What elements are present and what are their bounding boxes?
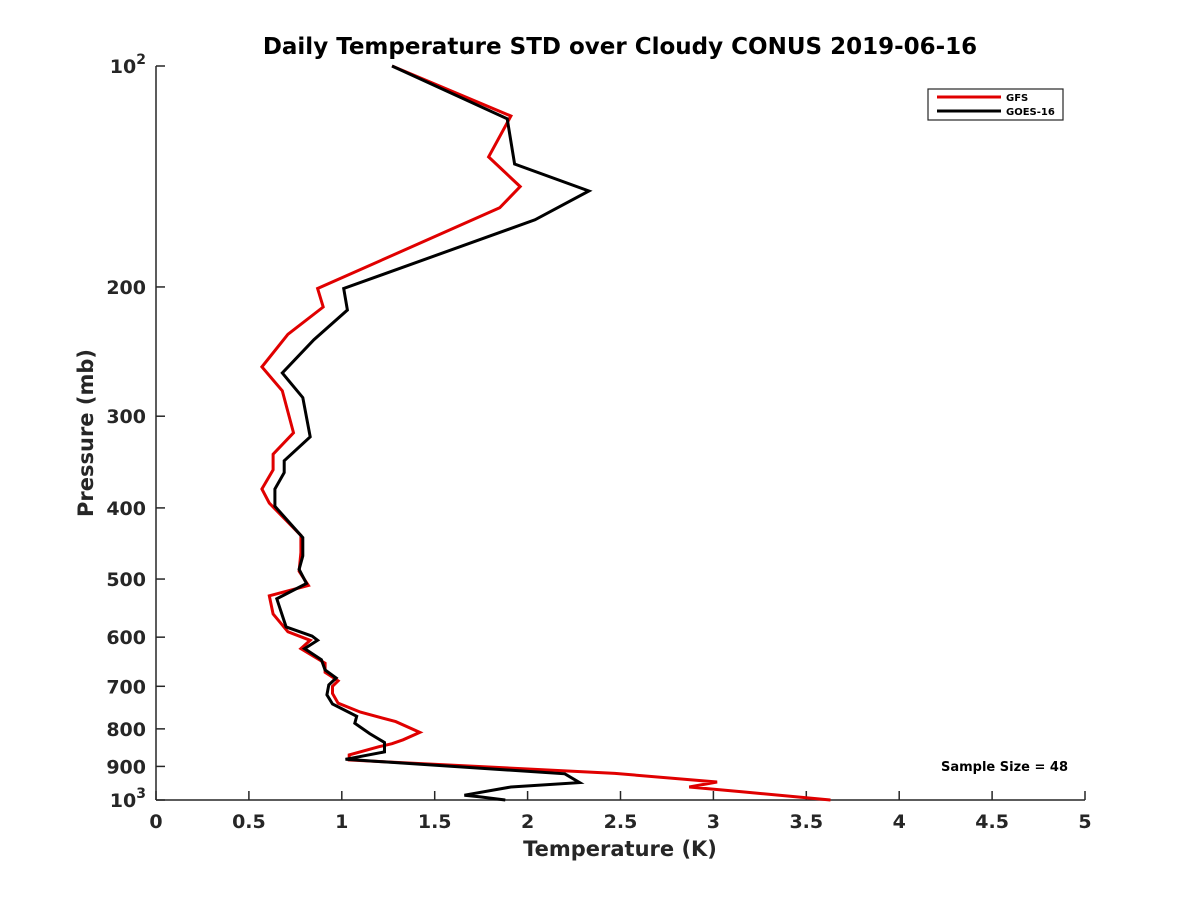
x-tick-label: 0 <box>149 811 162 833</box>
y-tick-label-base: 700 <box>106 676 146 698</box>
y-tick-label: 102 <box>110 52 146 78</box>
y-tick-label-base: 10 <box>110 56 136 78</box>
y-tick-label-base: 600 <box>106 627 146 649</box>
legend: GFS GOES-16 <box>927 88 1064 121</box>
plot-frame <box>155 66 1085 801</box>
y-tick-label: 400 <box>106 498 146 520</box>
y-tick-label-base: 900 <box>106 756 146 778</box>
x-tick-label: 4 <box>893 811 906 833</box>
y-tick-label: 700 <box>106 676 146 698</box>
x-tick-label: 2 <box>521 811 534 833</box>
x-axis-ticks: 0 0.5 1 1.5 2 2.5 3 3.5 4 4.5 5 <box>149 791 1092 833</box>
series-layer <box>259 64 831 802</box>
y-tick-label: 800 <box>106 719 146 741</box>
y-tick-label-exponent: 3 <box>136 786 146 802</box>
y-tick-label: 103 <box>110 786 146 812</box>
y-axis-title: Pressure (mb) <box>74 349 98 517</box>
y-tick-label-base: 800 <box>106 719 146 741</box>
y-tick-label: 300 <box>106 406 146 428</box>
series-line-gfs <box>259 64 831 802</box>
x-tick-label: 0.5 <box>232 811 266 833</box>
y-tick-label: 200 <box>106 277 146 299</box>
x-tick-label: 3 <box>707 811 720 833</box>
x-tick-label: 2.5 <box>604 811 638 833</box>
legend-label: GFS <box>1006 93 1028 104</box>
legend-box <box>927 88 1064 121</box>
y-tick-label-exponent: 2 <box>136 52 146 68</box>
y-tick-label-base: 300 <box>106 406 146 428</box>
sample-size-annotation: Sample Size = 48 <box>941 760 1068 775</box>
series-line-goes-16 <box>273 64 593 802</box>
y-tick-label-base: 500 <box>106 569 146 591</box>
y-tick-label-base: 400 <box>106 498 146 520</box>
x-tick-label: 5 <box>1078 811 1091 833</box>
x-tick-label: 1 <box>335 811 348 833</box>
chart-title: Daily Temperature STD over Cloudy CONUS … <box>263 34 977 60</box>
x-tick-label: 3.5 <box>789 811 823 833</box>
y-tick-label: 500 <box>106 569 146 591</box>
x-axis-title: Temperature (K) <box>523 837 717 861</box>
y-tick-label: 600 <box>106 627 146 649</box>
legend-label: GOES-16 <box>1006 107 1055 118</box>
x-tick-label: 4.5 <box>975 811 1009 833</box>
y-tick-label-base: 200 <box>106 277 146 299</box>
y-tick-label-base: 10 <box>110 790 136 812</box>
y-tick-label: 900 <box>106 756 146 778</box>
x-tick-label: 1.5 <box>418 811 452 833</box>
